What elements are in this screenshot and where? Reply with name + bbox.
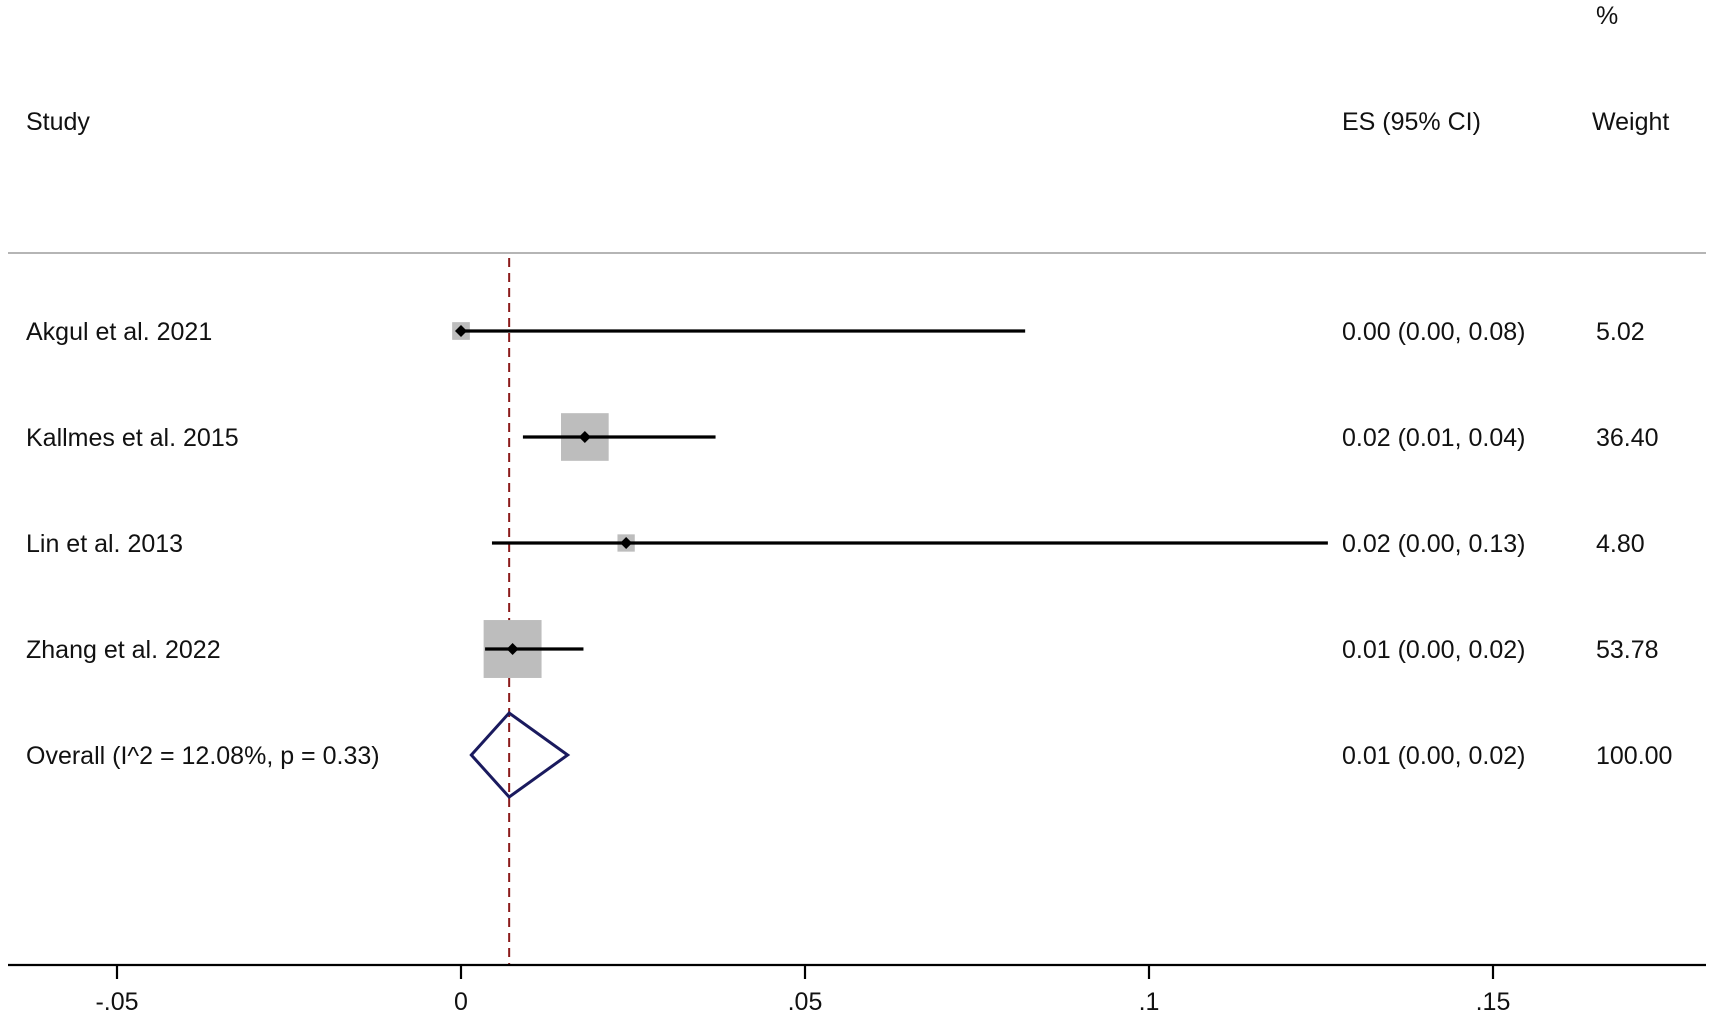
study-row: Akgul et al. 2021 0.00 (0.00, 0.08) 5.02 [26, 318, 1645, 346]
effect-size-text: 0.02 (0.00, 0.13) [1342, 530, 1525, 558]
study-rows-layer: Akgul et al. 2021 0.00 (0.00, 0.08) 5.02 Ka… [26, 318, 1672, 800]
effect-size-text: 0.01 (0.00, 0.02) [1342, 636, 1525, 664]
study-label: Lin et al. 2013 [26, 530, 183, 558]
point-estimate-marker [578, 431, 591, 443]
effect-size-text: 0.00 (0.00, 0.08) [1342, 318, 1525, 346]
study-label: Kallmes et al. 2015 [26, 424, 239, 452]
x-axis: -.05 0 .05 .1 .15 [8, 963, 1706, 1014]
header-weight: Weight [1592, 108, 1669, 136]
study-label: Akgul et al. 2021 [26, 318, 212, 346]
overall-effect-size-text: 0.01 (0.00, 0.02) [1342, 742, 1525, 770]
study-label: Zhang et al. 2022 [26, 636, 221, 664]
x-axis-tick-label: -.05 [95, 988, 138, 1014]
point-estimate-marker [620, 537, 633, 549]
header-weight-percent: % [1596, 2, 1618, 30]
study-row: Lin et al. 2013 0.02 (0.00, 0.13) 4.80 [26, 530, 1645, 558]
x-axis-tick-label: .05 [788, 988, 823, 1014]
header-study: Study [26, 108, 90, 136]
study-row: Zhang et al. 2022 0.01 (0.00, 0.02) 53.78 [26, 620, 1659, 678]
weight-text: 36.40 [1596, 424, 1659, 452]
effect-size-text: 0.02 (0.01, 0.04) [1342, 424, 1525, 452]
x-axis-tick-label: .15 [1476, 988, 1511, 1014]
x-axis-tick-label: 0 [454, 988, 468, 1014]
weight-text: 5.02 [1596, 318, 1645, 346]
overall-row: Overall (I^2 = 12.08%, p = 0.33) 0.01 (0.… [26, 710, 1672, 800]
weight-text: 53.78 [1596, 636, 1659, 664]
point-estimate-marker [455, 325, 467, 337]
study-row: Kallmes et al. 2015 0.02 (0.01, 0.04) 36.4… [26, 413, 1659, 461]
x-axis-tick-label: .1 [1139, 988, 1160, 1014]
header-es-ci: ES (95% CI) [1342, 108, 1481, 136]
point-estimate-marker [506, 643, 519, 655]
overall-label: Overall (I^2 = 12.08%, p = 0.33) [26, 742, 380, 770]
overall-diamond [469, 710, 571, 800]
overall-weight-text: 100.00 [1596, 742, 1672, 770]
weight-text: 4.80 [1596, 530, 1645, 558]
